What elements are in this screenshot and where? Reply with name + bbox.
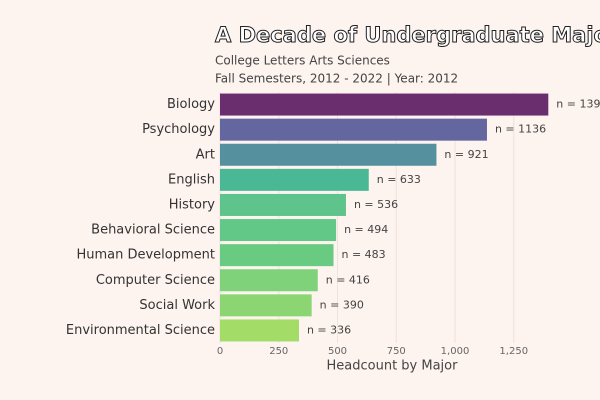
y-tick-label: Social Work [139, 298, 215, 313]
y-tick-label: Behavioral Science [91, 223, 215, 238]
value-label: n = 483 [342, 248, 386, 261]
bar [220, 168, 369, 191]
y-tick-label: Computer Science [96, 273, 215, 288]
y-tick-label: Art [196, 147, 215, 162]
bar [220, 319, 299, 342]
y-tick-label: Biology [167, 97, 215, 112]
x-tick-label: 500 [328, 346, 347, 357]
bar [220, 118, 487, 141]
chart-subtitle: Fall Semesters, 2012 - 2022 | Year: 2012 [215, 72, 458, 86]
x-tick-label: 750 [387, 346, 406, 357]
bar [220, 93, 549, 116]
y-tick-label: Human Development [76, 248, 215, 263]
bar [220, 294, 312, 317]
value-label: n = 494 [344, 223, 388, 236]
x-tick-label: 0 [217, 346, 223, 357]
bar [220, 193, 346, 216]
x-tick-label: 1,000 [441, 346, 470, 357]
y-tick-label: English [168, 172, 215, 187]
chart-title: A Decade of Undergraduate Majors [215, 23, 600, 47]
x-tick-label: 250 [269, 346, 288, 357]
value-label: n = 536 [354, 198, 398, 211]
bar [220, 143, 437, 166]
value-label: n = 1397 [556, 98, 600, 111]
y-tick-label: History [169, 197, 216, 212]
bar [220, 269, 318, 292]
value-label: n = 336 [307, 323, 351, 336]
value-label: n = 416 [326, 273, 370, 286]
value-label: n = 1136 [495, 123, 546, 136]
chart-subtitle: College Letters Arts Sciences [215, 54, 390, 68]
y-tick-label: Psychology [142, 122, 215, 137]
x-tick-label: 1,250 [499, 346, 528, 357]
value-label: n = 390 [320, 298, 364, 311]
value-label: n = 921 [444, 148, 488, 161]
y-tick-label: Environmental Science [66, 323, 215, 338]
bar [220, 219, 337, 242]
value-label: n = 633 [377, 173, 421, 186]
x-axis-label: Headcount by Major [327, 359, 459, 374]
bar [220, 244, 334, 267]
